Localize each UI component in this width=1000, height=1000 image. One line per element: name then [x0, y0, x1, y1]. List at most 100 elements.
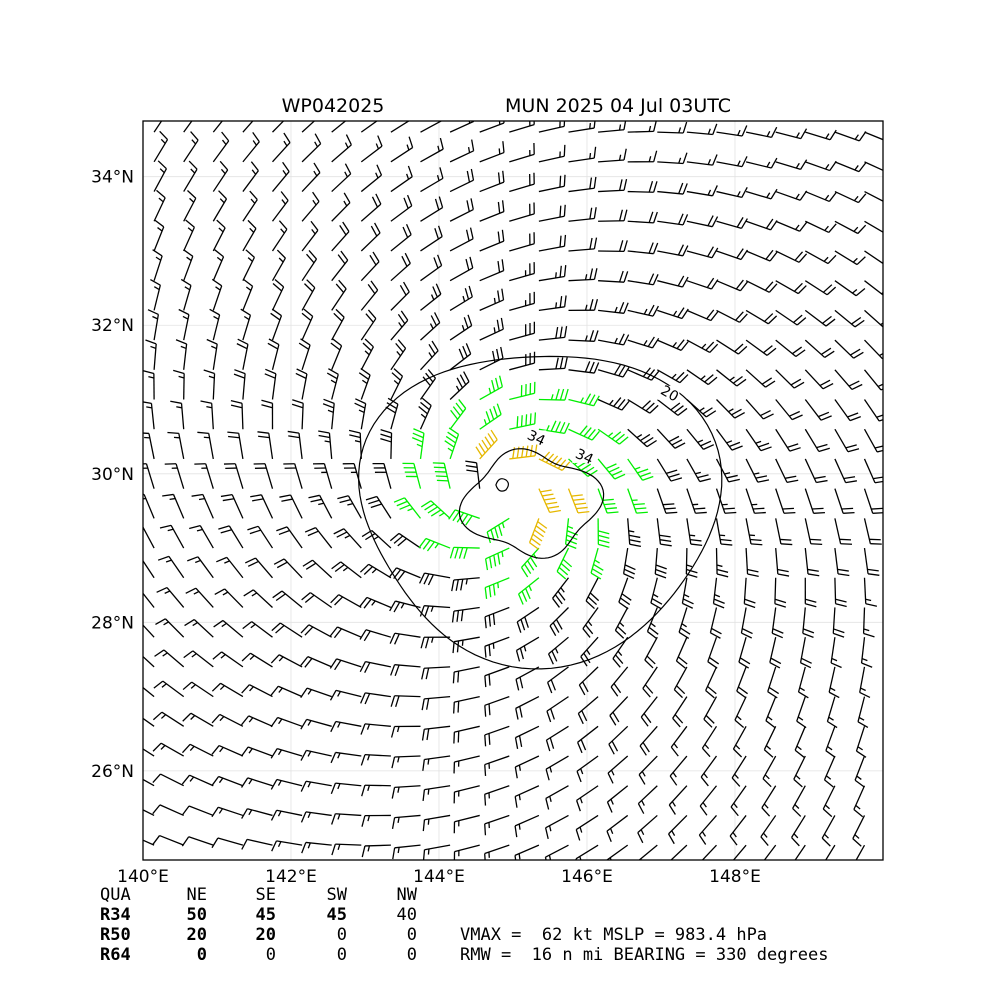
wind-barb: [236, 338, 249, 370]
table-cell: 0: [197, 945, 207, 965]
wind-barb: [544, 844, 569, 860]
wind-barb: [732, 725, 747, 758]
wind-barb: [538, 488, 561, 513]
wind-barb: [211, 682, 244, 698]
wind-barb: [359, 596, 392, 609]
wind-barb: [271, 840, 303, 852]
wind-barb: [380, 429, 393, 459]
wind-barb: [465, 460, 481, 489]
wind-barb: [212, 219, 226, 252]
wind-barb: [894, 518, 911, 544]
wind-barb: [206, 338, 218, 370]
wind-barb: [152, 742, 185, 757]
wind-barb: [745, 369, 776, 388]
wind-barb: [242, 121, 254, 133]
wind-barb: [804, 488, 825, 514]
wind-barb: [360, 193, 382, 222]
wind-barb: [389, 632, 421, 645]
wind-barb: [686, 339, 719, 353]
wind-barb: [538, 326, 568, 341]
wind-barb: [300, 687, 332, 698]
wind-barb: [538, 295, 567, 312]
wind-barb: [863, 547, 880, 576]
wind-barb: [162, 493, 185, 519]
wind-barb: [419, 605, 451, 617]
wind-barb: [420, 254, 443, 282]
wind-barb: [152, 249, 163, 281]
table-header-se: SE: [256, 885, 276, 905]
wind-barb: [585, 577, 600, 610]
wind-barb: [627, 488, 648, 514]
wind-barb: [823, 755, 836, 788]
wind-barb: [637, 814, 658, 844]
wind-barb: [479, 200, 505, 222]
wind-barb: [716, 187, 748, 199]
wind-barb: [181, 743, 214, 757]
wind-barb: [743, 577, 756, 609]
wind-barb: [564, 518, 578, 549]
wind-barb: [804, 280, 837, 296]
wind-barb: [200, 400, 214, 430]
wind-barb: [863, 488, 883, 514]
wind-barb: [712, 577, 725, 609]
wind-barb: [672, 696, 688, 728]
wind-barb: [567, 488, 590, 514]
wind-barb: [732, 844, 747, 860]
wind-barb: [449, 399, 467, 430]
wind-barb: [686, 518, 703, 547]
wind-barb: [420, 636, 451, 649]
wind-barb: [538, 234, 567, 252]
wind-barb: [509, 172, 535, 193]
wind-barb: [775, 458, 799, 483]
wind-barb: [390, 664, 421, 677]
wind-barb: [646, 607, 659, 639]
wind-barb: [863, 428, 883, 453]
wind-barb: [420, 196, 444, 222]
wind-barb: [484, 666, 510, 688]
wind-barb: [420, 137, 444, 163]
wind-barb: [479, 229, 505, 252]
wind-barb: [834, 369, 863, 391]
wind-barb: [484, 725, 510, 747]
wind-barb: [568, 268, 598, 282]
wind-barb: [716, 217, 748, 229]
wind-barb: [627, 428, 657, 448]
wind-barb: [804, 518, 823, 546]
wind-barb: [484, 577, 510, 599]
wind-barb: [568, 146, 597, 163]
wind-barb: [716, 399, 745, 419]
wind-barb: [223, 463, 244, 489]
wind-barb: [242, 219, 257, 252]
wind-barb: [834, 339, 864, 359]
wind-barb: [152, 834, 184, 846]
wind-barb: [860, 637, 873, 668]
wind-barb: [330, 338, 343, 371]
wind-barb: [656, 399, 688, 416]
wind-barb: [322, 398, 335, 430]
wind-barb: [287, 430, 303, 460]
wind-barb: [716, 369, 747, 387]
wind-barb: [300, 624, 333, 638]
wind-barb: [657, 152, 688, 165]
wind-barb: [568, 361, 600, 374]
wind-barb: [449, 227, 474, 252]
wind-barb: [390, 725, 421, 738]
wind-barb: [514, 725, 540, 749]
wind-barb: [213, 619, 244, 638]
wind-barb: [686, 369, 718, 386]
wind-barb: [794, 844, 806, 860]
wind-barb: [804, 428, 830, 453]
wind-barb: [715, 518, 733, 546]
wind-barb: [656, 369, 689, 384]
wind-barb: [771, 607, 784, 639]
wind-barb: [418, 397, 432, 430]
wind-barb: [598, 209, 628, 222]
wind-barb: [360, 692, 391, 705]
wind-barb: [538, 121, 566, 133]
wind-barb: [804, 369, 834, 390]
wind-barb: [794, 726, 806, 758]
wind-barb: [627, 242, 659, 255]
wind-barb: [582, 607, 599, 638]
wind-barb: [264, 368, 277, 400]
wind-barb: [805, 190, 837, 203]
